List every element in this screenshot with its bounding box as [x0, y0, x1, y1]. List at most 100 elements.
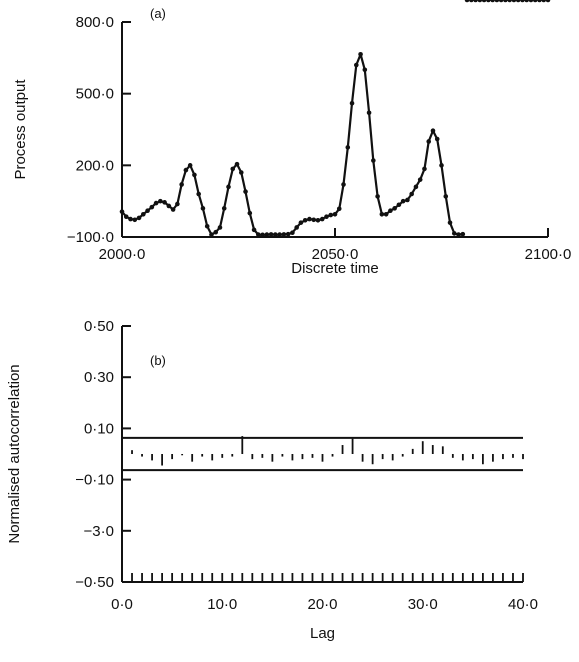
- data-point: [375, 194, 380, 199]
- data-point: [400, 198, 406, 204]
- data-point: [426, 139, 432, 144]
- data-point: [260, 232, 265, 238]
- data-point: [226, 184, 231, 190]
- y-tick-label: 200·0: [76, 157, 114, 174]
- data-point: [383, 212, 389, 217]
- x-tick-label: 30·0: [408, 596, 438, 613]
- y-axis-title: Process output: [12, 79, 29, 180]
- data-point: [149, 204, 155, 210]
- data-point: [192, 172, 197, 178]
- data-point: [460, 231, 466, 237]
- y-tick-label: 0·30: [84, 369, 114, 386]
- data-point: [256, 232, 261, 237]
- y-tick-label: 800·0: [76, 14, 114, 31]
- data-point: [498, 0, 504, 3]
- data-point: [388, 208, 393, 214]
- x-tick-label: 2000·0: [99, 246, 146, 263]
- data-point: [490, 0, 495, 3]
- data-point: [141, 212, 146, 217]
- y-tick-label: 500·0: [76, 86, 114, 103]
- data-point: [128, 216, 133, 222]
- data-point: [494, 0, 500, 3]
- x-tick-label: 0·0: [111, 596, 133, 613]
- data-point: [264, 232, 270, 237]
- data-point: [532, 0, 538, 3]
- data-point: [285, 231, 291, 237]
- x-tick-label: 20·0: [307, 596, 337, 613]
- data-point: [311, 217, 317, 223]
- data-point: [273, 232, 278, 237]
- y-tick-label: 0·50: [84, 318, 114, 335]
- data-point: [417, 177, 423, 182]
- y-axis-title: Normalised autocorrelation: [6, 364, 23, 543]
- data-point: [405, 197, 410, 203]
- data-point: [464, 0, 470, 3]
- data-point: [392, 206, 397, 211]
- panel-label-b: (b): [150, 353, 166, 368]
- data-point: [409, 191, 414, 197]
- x-axis-title: Discrete time: [291, 260, 379, 277]
- data-point: [196, 191, 201, 197]
- data-point: [187, 163, 193, 168]
- data-point: [136, 215, 142, 221]
- data-point: [281, 232, 287, 237]
- data-point: [358, 51, 363, 57]
- data-point: [507, 0, 512, 3]
- data-point: [456, 232, 461, 237]
- data-point: [524, 0, 529, 3]
- data-point: [153, 200, 159, 206]
- data-point: [451, 231, 457, 236]
- data-point: [332, 212, 338, 217]
- data-point: [447, 220, 453, 225]
- data-point: [247, 210, 253, 216]
- data-point: [238, 170, 244, 175]
- data-point: [345, 145, 351, 150]
- data-point: [349, 100, 355, 106]
- data-point: [362, 67, 368, 73]
- data-point: [234, 161, 240, 167]
- y-tick-label: 0·10: [84, 420, 114, 437]
- data-point: [123, 214, 129, 219]
- y-tick-label: −3·0: [84, 523, 114, 540]
- data-point: [379, 212, 385, 217]
- data-point: [520, 0, 525, 3]
- data-point: [251, 227, 257, 233]
- data-point: [430, 128, 436, 133]
- x-tick-label: 40·0: [508, 596, 538, 613]
- data-point: [413, 184, 419, 190]
- y-tick-label: −0·10: [75, 472, 114, 489]
- panel-label-a: (a): [150, 6, 166, 21]
- data-point: [294, 225, 299, 230]
- data-point: [200, 206, 206, 211]
- data-point: [486, 0, 491, 3]
- data-point: [217, 225, 223, 230]
- panel-b-autocorrelation: −0·50 −3·0 −0·10 0·10 0·30 0·50 0·0 10·0 20·0 30·…: [6, 318, 538, 642]
- data-point: [545, 0, 551, 3]
- data-point: [158, 198, 163, 204]
- data-point: [503, 0, 508, 3]
- data-point: [371, 158, 376, 163]
- data-point: [230, 166, 236, 172]
- data-point: [515, 0, 521, 3]
- x-tick-label: 2100·0: [525, 246, 572, 263]
- data-point: [477, 0, 483, 3]
- x-tick-label: 2050·0: [312, 246, 359, 263]
- data-point: [354, 62, 359, 68]
- data-point: [170, 207, 176, 212]
- data-point: [183, 167, 189, 173]
- data-point: [175, 201, 180, 207]
- panel-a-process-output: −100·0 200·0 500·0 800·0 2000·0 2050·0 2100·0 D…: [12, 0, 571, 277]
- data-point: [145, 208, 150, 214]
- data-point: [481, 0, 487, 3]
- data-point: [298, 220, 304, 225]
- data-point: [336, 206, 342, 212]
- data-point: [268, 232, 274, 237]
- data-point: [511, 0, 517, 3]
- data-point: [396, 202, 402, 208]
- data-point: [302, 217, 308, 223]
- data-point: [213, 229, 219, 235]
- data-point: [473, 0, 478, 3]
- y-tick-label: −100·0: [67, 229, 114, 246]
- data-point: [439, 163, 444, 168]
